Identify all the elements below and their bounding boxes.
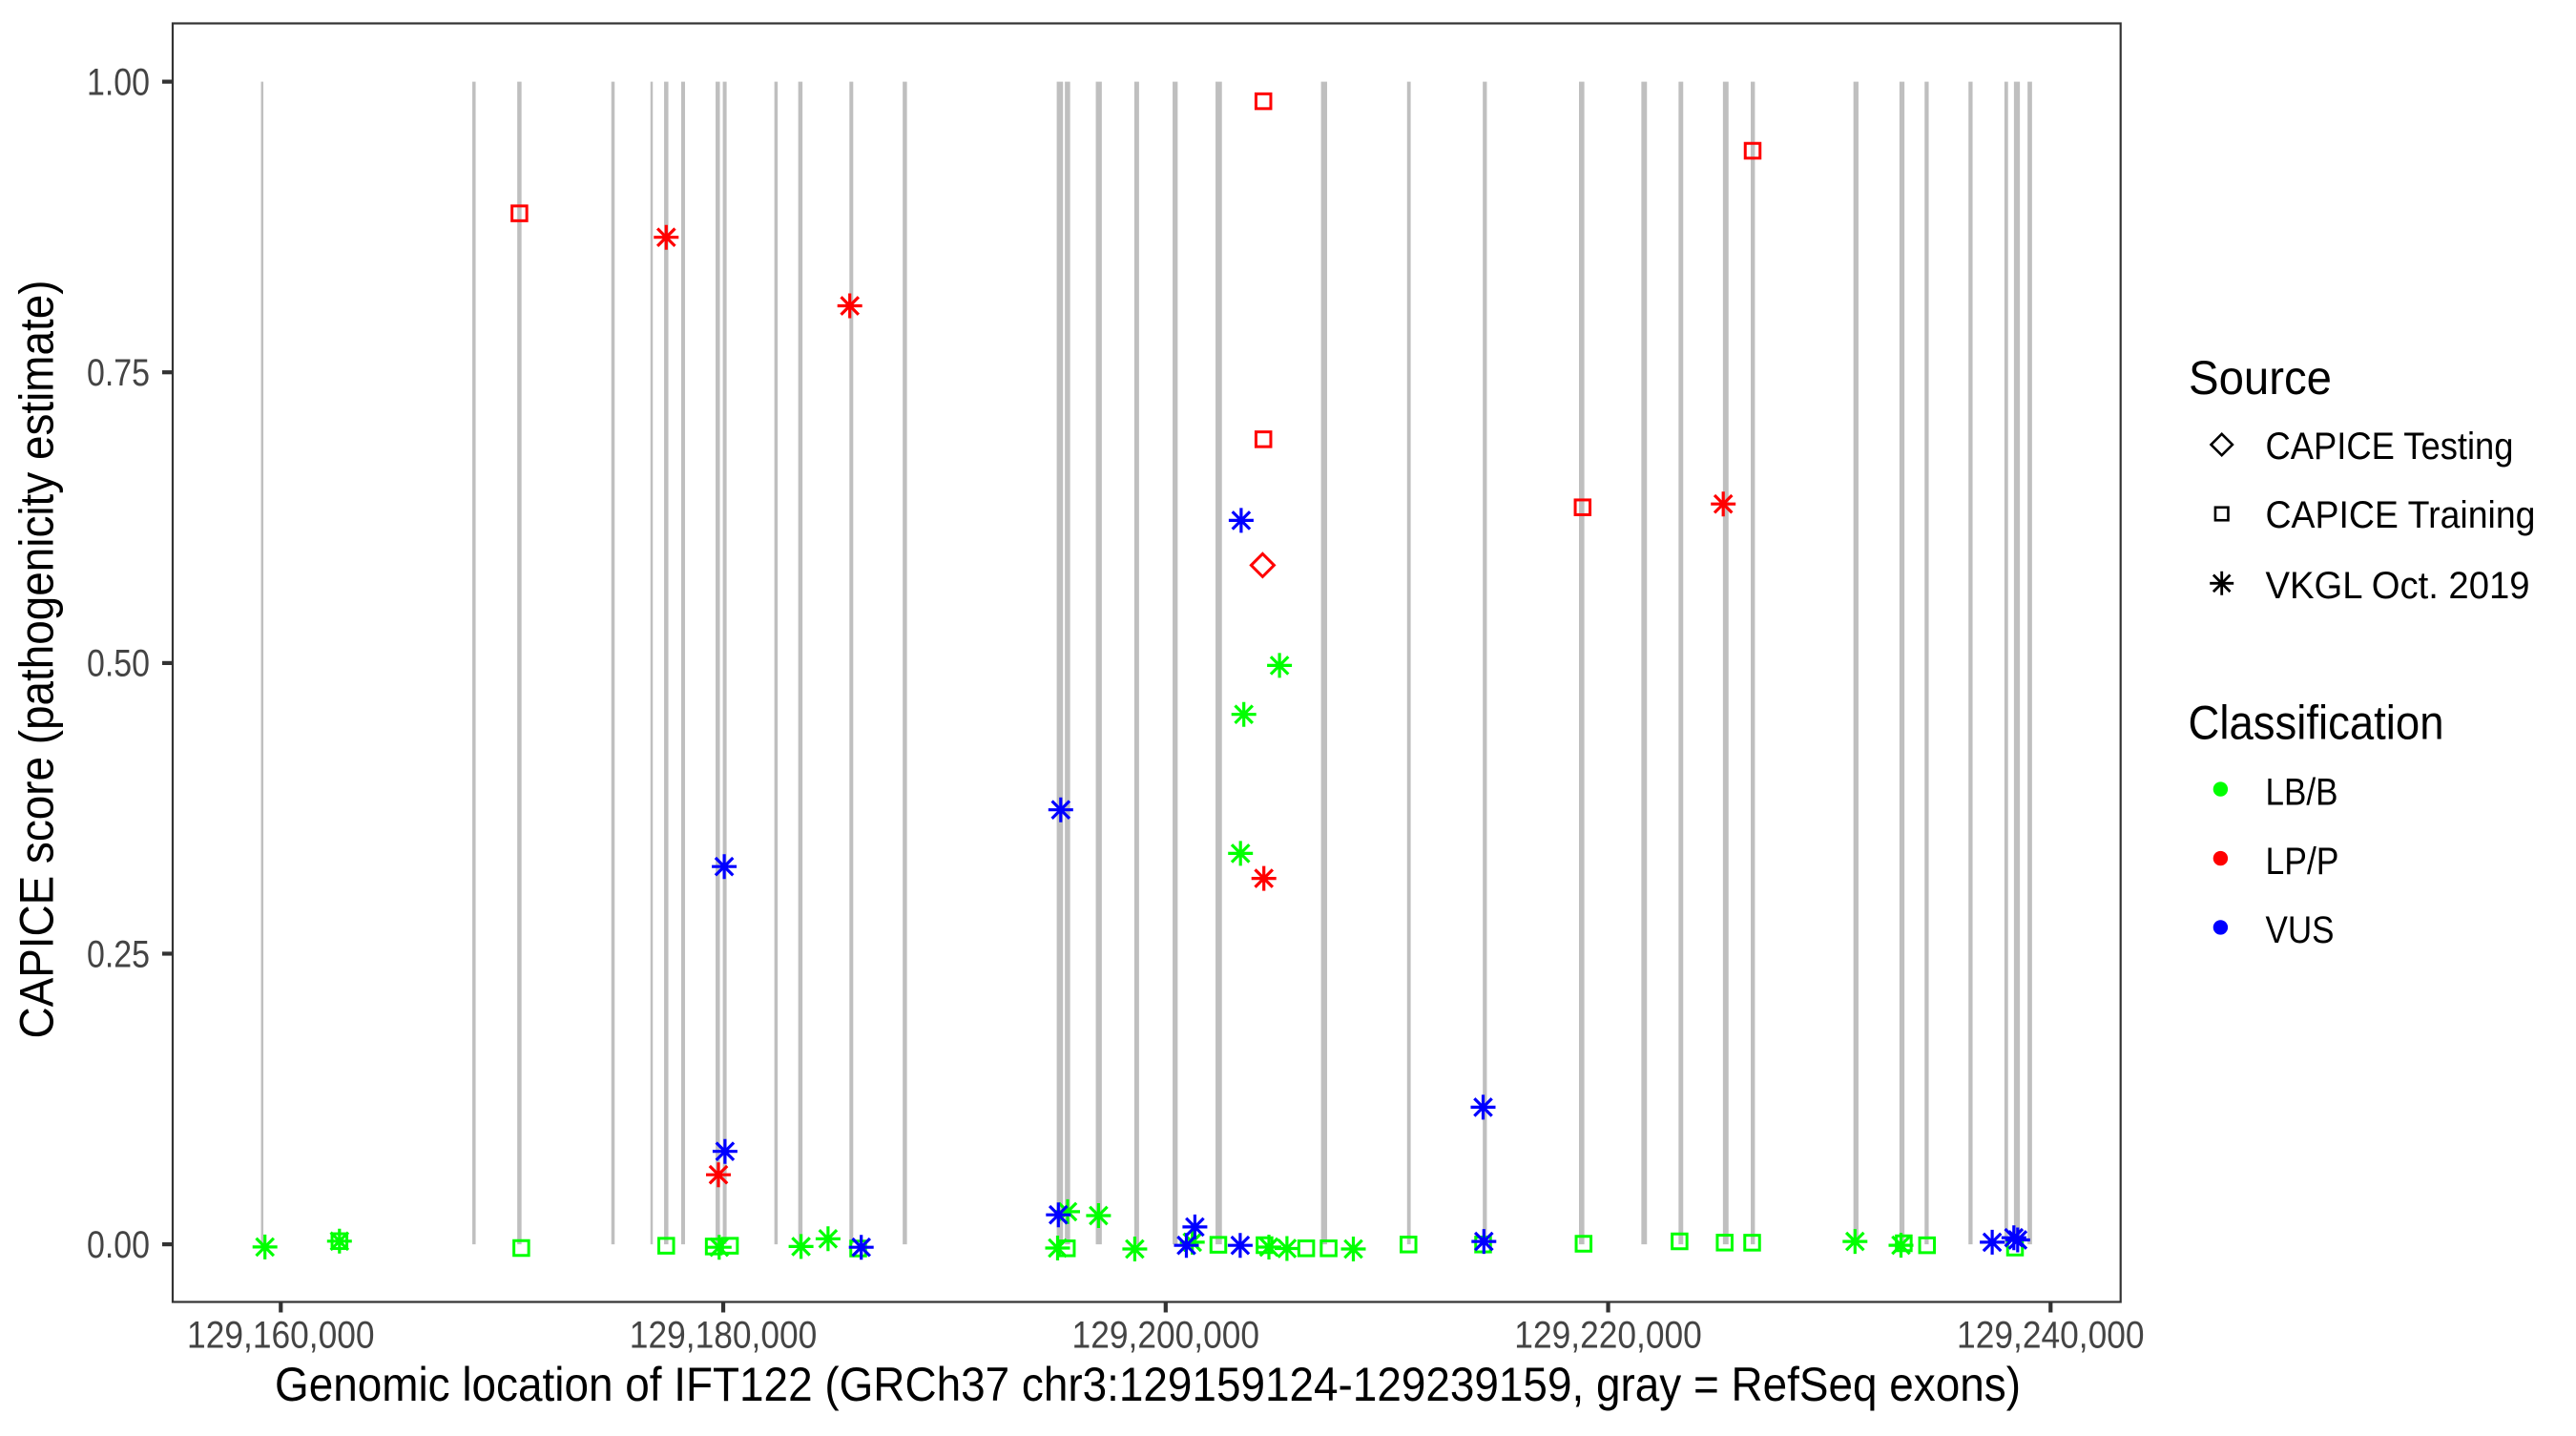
- svg-text:129,180,000: 129,180,000: [630, 1314, 818, 1356]
- svg-text:0.00: 0.00: [87, 1224, 150, 1266]
- svg-text:0.75: 0.75: [87, 352, 150, 394]
- svg-text:Source: Source: [2189, 351, 2332, 405]
- svg-text:VUS: VUS: [2266, 909, 2335, 951]
- svg-text:0.25: 0.25: [87, 933, 150, 975]
- svg-text:CAPICE score (pathogenicity es: CAPICE score (pathogenicity estimate): [10, 281, 64, 1039]
- svg-text:129,200,000: 129,200,000: [1072, 1314, 1260, 1356]
- svg-text:LB/B: LB/B: [2266, 771, 2338, 813]
- svg-text:129,220,000: 129,220,000: [1514, 1314, 1702, 1356]
- svg-text:CAPICE Training: CAPICE Training: [2266, 494, 2536, 536]
- svg-text:129,160,000: 129,160,000: [187, 1314, 375, 1356]
- svg-text:Genomic location of IFT122 (GR: Genomic location of IFT122 (GRCh37 chr3:…: [275, 1358, 2021, 1411]
- svg-text:VKGL Oct. 2019: VKGL Oct. 2019: [2266, 565, 2530, 607]
- svg-text:0.50: 0.50: [87, 643, 150, 685]
- svg-text:CAPICE Testing: CAPICE Testing: [2266, 426, 2514, 468]
- svg-text:1.00: 1.00: [87, 61, 150, 103]
- svg-text:LP/P: LP/P: [2266, 841, 2339, 883]
- svg-text:Classification: Classification: [2189, 697, 2444, 750]
- svg-text:129,240,000: 129,240,000: [1957, 1314, 2145, 1356]
